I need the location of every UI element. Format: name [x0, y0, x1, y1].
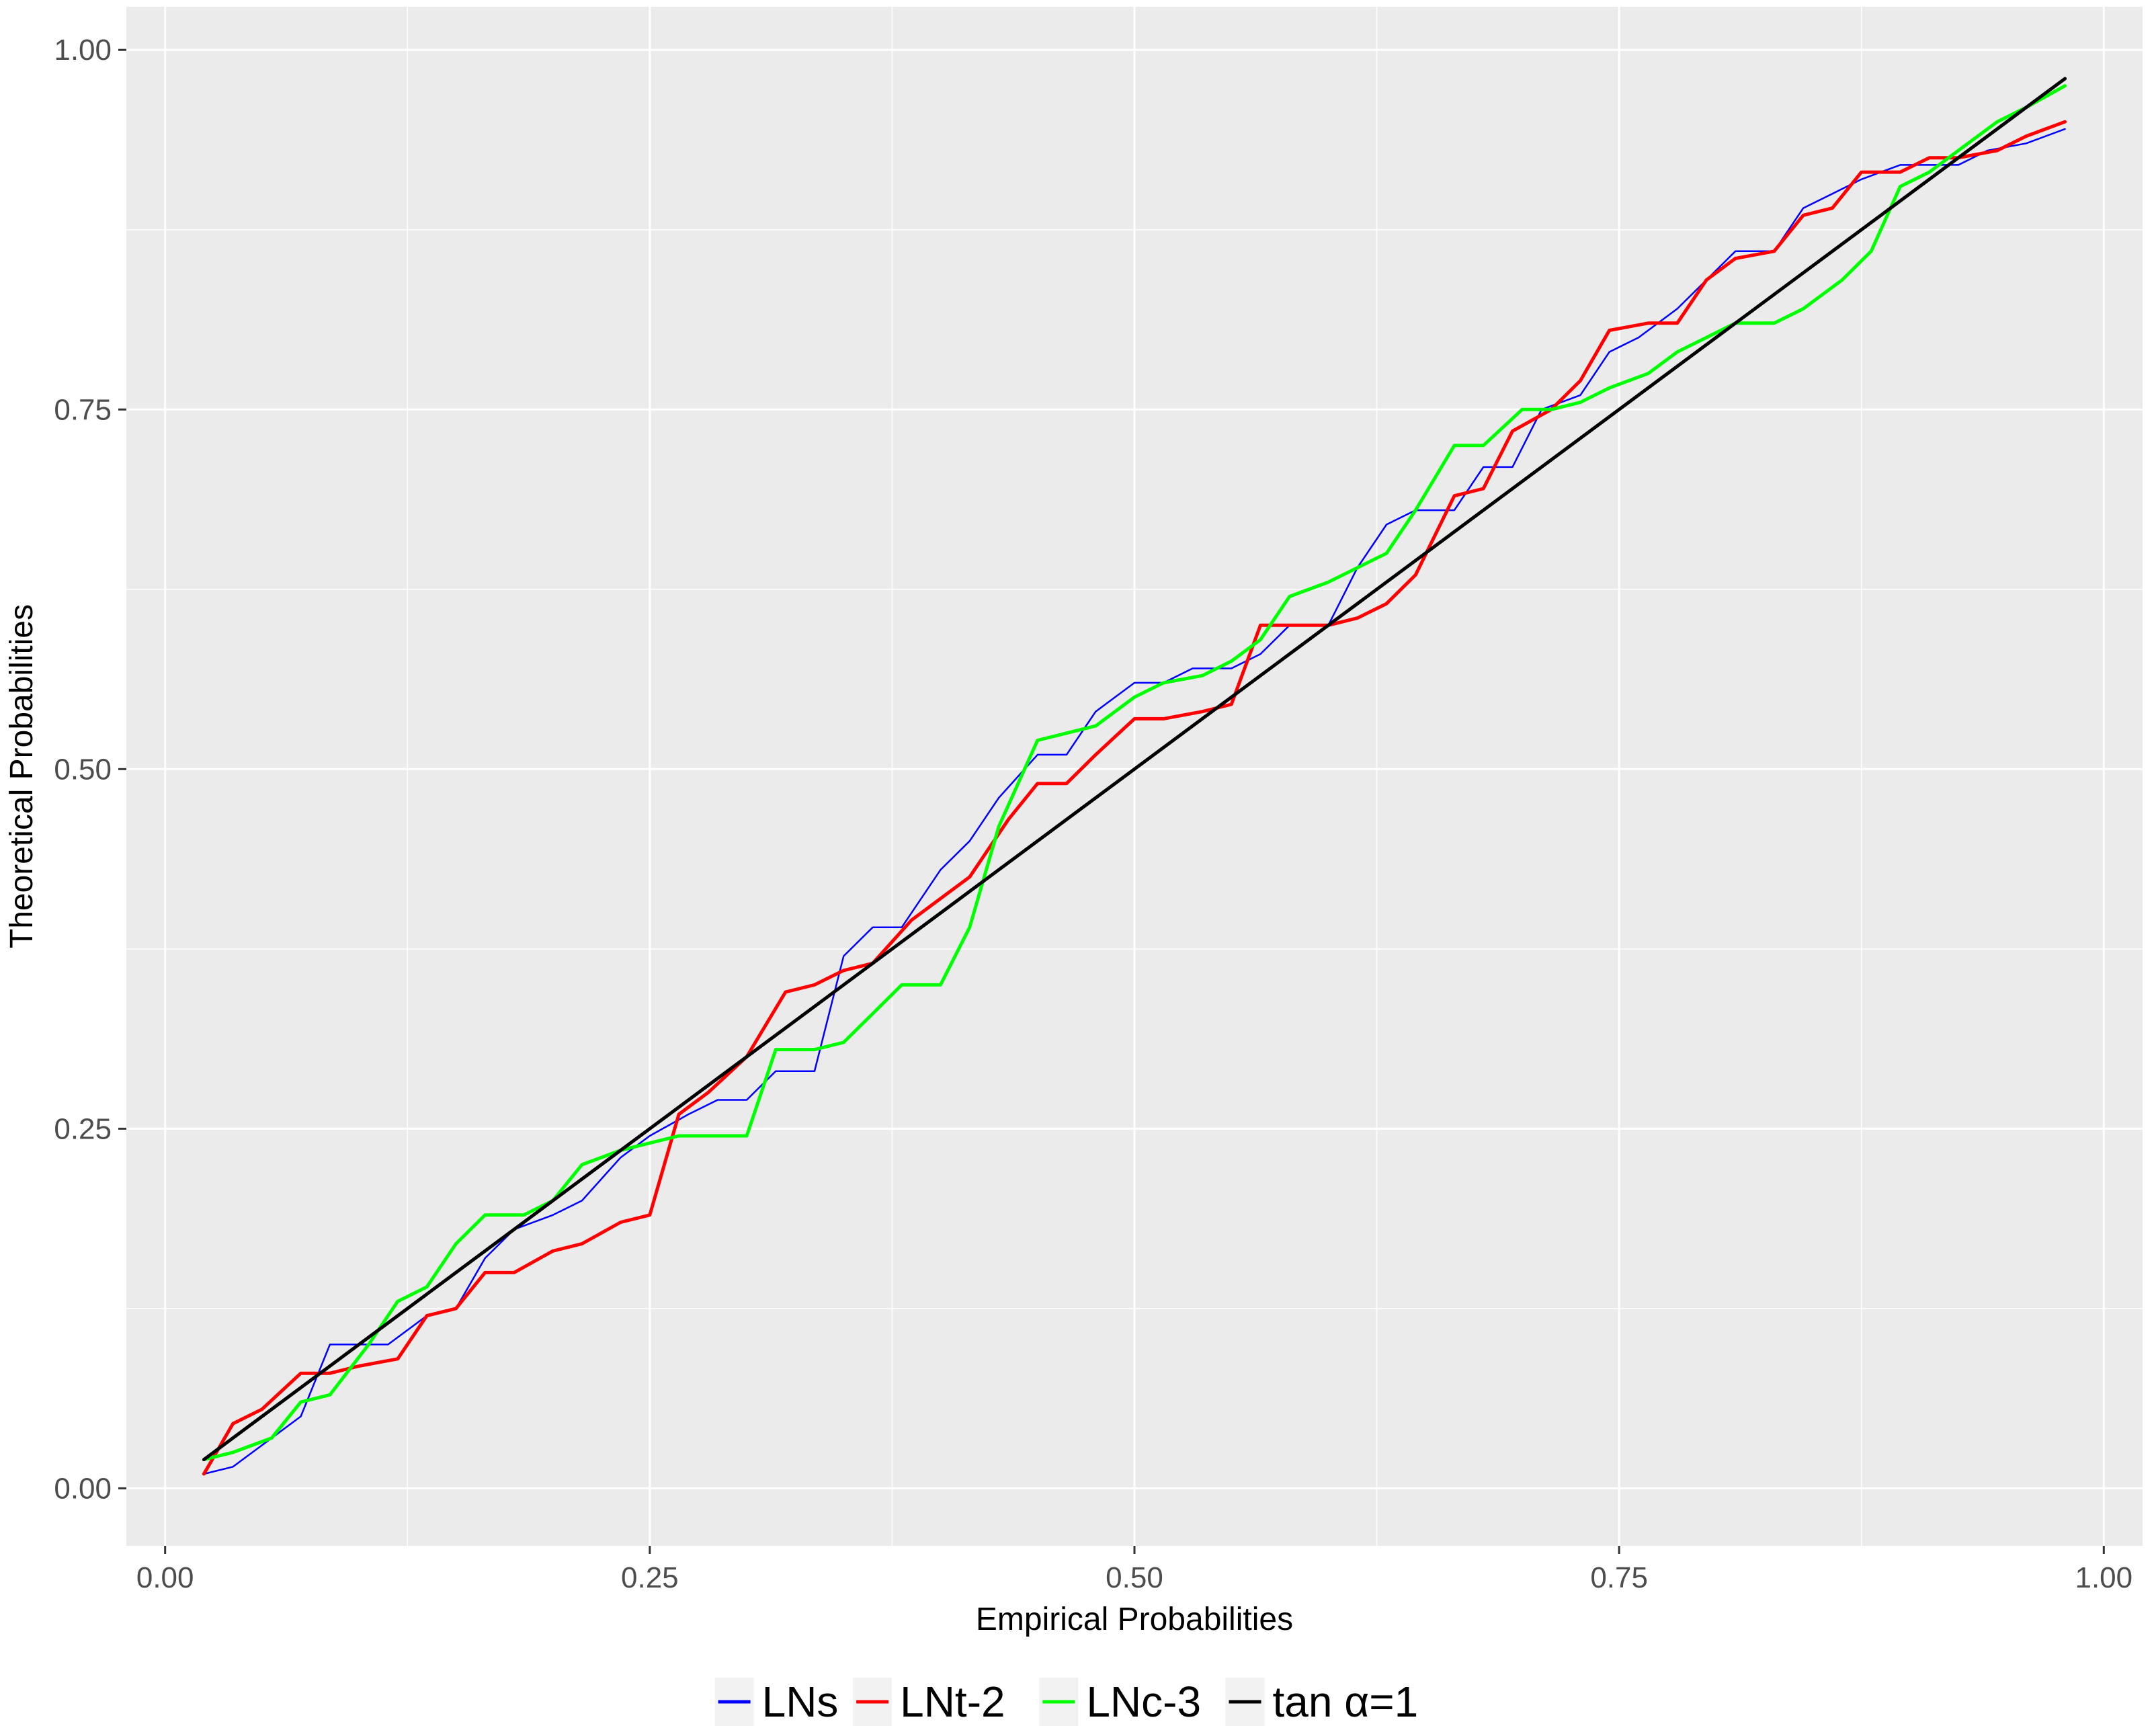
- grid-major: [126, 7, 2143, 1546]
- legend-label-2: LNt-2: [900, 1678, 1005, 1726]
- series-line-1: [203, 128, 2066, 1475]
- x-tick-label: 0.25: [621, 1561, 679, 1594]
- legend-label-3: LNc-3: [1086, 1678, 1201, 1726]
- y-tick-label: 0.75: [54, 393, 112, 426]
- x-tick-label: 0.75: [1590, 1561, 1648, 1594]
- legend-label-1: LNs: [762, 1678, 839, 1726]
- legend: LNs LNt-2 LNc-3 tan α=1: [714, 1678, 1419, 1726]
- y-tick-label: 0.25: [54, 1112, 112, 1145]
- y-tick-label: 0.50: [54, 753, 112, 786]
- series-line-2: [202, 120, 2067, 1476]
- x-axis-title: Empirical Probabilities: [976, 1602, 1293, 1637]
- series-layer: [202, 77, 2067, 1476]
- legend-label-4: tan α=1: [1273, 1678, 1419, 1726]
- x-axis-ticks: 0.00 0.25 0.50 0.75 1.00: [136, 1546, 2132, 1594]
- y-axis-ticks: 0.00 0.25 0.50 0.75 1.00: [54, 34, 126, 1505]
- series-line-4: [202, 77, 2067, 1462]
- x-tick-label: 1.00: [2075, 1561, 2132, 1594]
- y-tick-label: 1.00: [54, 34, 112, 67]
- x-tick-label: 0.00: [136, 1561, 194, 1594]
- x-tick-label: 0.50: [1106, 1561, 1163, 1594]
- y-tick-label: 0.00: [54, 1472, 112, 1505]
- series-line-3: [202, 84, 2067, 1462]
- y-axis-title: Theoretical Probabilities: [4, 604, 40, 948]
